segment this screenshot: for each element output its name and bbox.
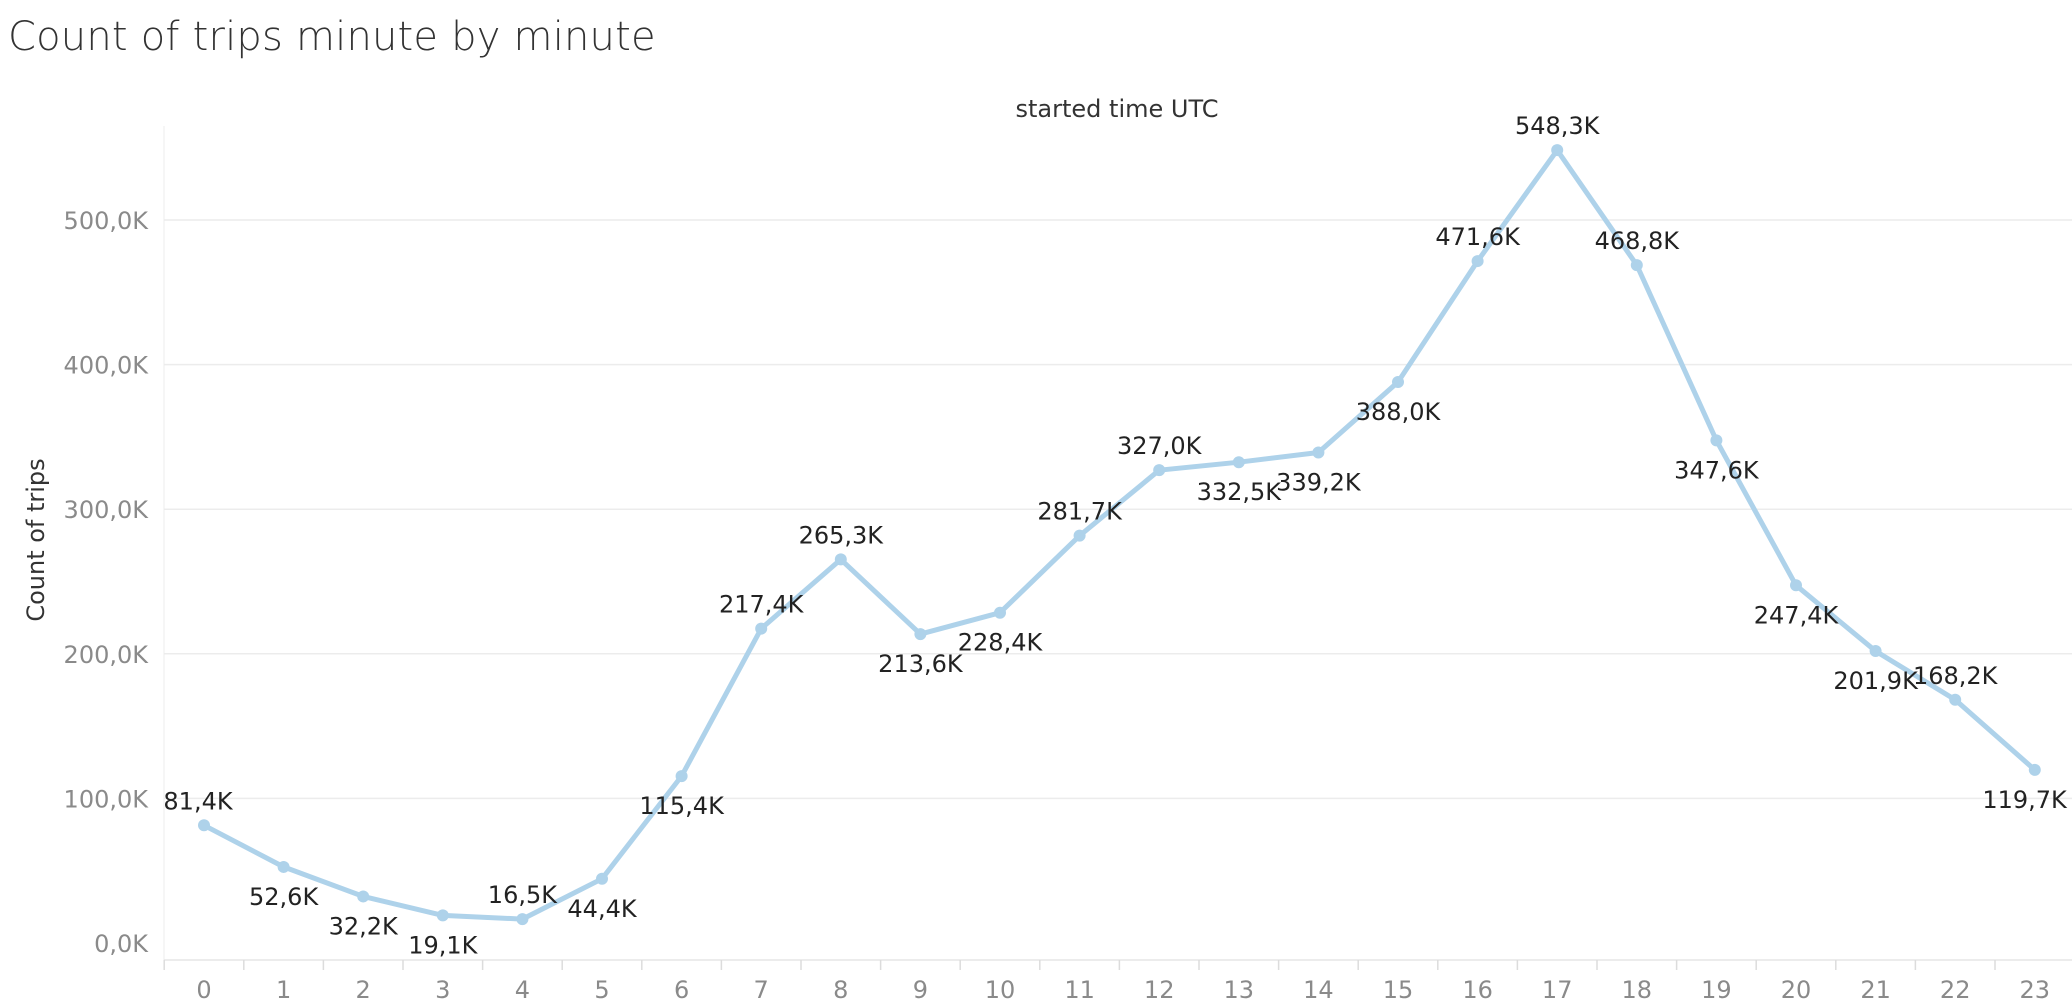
x-tick-label: 22 bbox=[1940, 976, 1971, 1004]
x-tick-label: 11 bbox=[1064, 976, 1095, 1004]
x-tick-label: 10 bbox=[985, 976, 1016, 1004]
data-point bbox=[1471, 255, 1484, 268]
x-tick-label: 15 bbox=[1383, 976, 1414, 1004]
axes: started time UTC Count of trips 0,0K 100,… bbox=[22, 95, 2050, 1004]
data-point bbox=[914, 628, 927, 641]
data-point bbox=[1551, 144, 1564, 157]
x-tick-label: 21 bbox=[1860, 976, 1891, 1004]
data-point bbox=[675, 770, 688, 783]
data-point bbox=[994, 606, 1006, 619]
data-point bbox=[1392, 375, 1404, 388]
data-point bbox=[1312, 446, 1325, 459]
data-labels: 81,4K 52,6K 32,2K 19,1K 16,5K 44,4K 115,4K 217,… bbox=[163, 112, 2068, 959]
x-tick-label: 0 bbox=[196, 976, 211, 1004]
x-tick-label: 13 bbox=[1224, 976, 1255, 1004]
data-point bbox=[198, 819, 210, 832]
chart-title: Count of trips minute by minute bbox=[8, 14, 656, 60]
y-tick-label: 0,0K bbox=[94, 930, 149, 958]
data-point bbox=[755, 622, 768, 635]
data-label: 213,6K bbox=[878, 650, 964, 678]
data-label: 217,4K bbox=[719, 591, 805, 619]
x-tick-label: 8 bbox=[833, 976, 848, 1004]
x-tick-label: 19 bbox=[1701, 976, 1732, 1004]
x-tick-label: 3 bbox=[435, 976, 450, 1004]
data-label: 32,2K bbox=[329, 912, 399, 940]
data-label: 19,1K bbox=[408, 931, 478, 959]
x-tick-label: 1 bbox=[276, 976, 291, 1004]
data-point bbox=[834, 553, 847, 566]
data-label: 247,4K bbox=[1754, 601, 1840, 629]
data-label: 52,6K bbox=[249, 883, 319, 911]
data-point bbox=[1790, 579, 1802, 592]
series-line bbox=[201, 147, 2038, 922]
y-tick-label: 100,0K bbox=[64, 785, 150, 813]
data-point bbox=[2028, 763, 2041, 776]
data-label: 168,2K bbox=[1913, 662, 1999, 690]
y-tick-label: 300,0K bbox=[64, 496, 150, 524]
data-point bbox=[1073, 529, 1086, 542]
data-point bbox=[1949, 693, 1962, 706]
data-label: 265,3K bbox=[799, 521, 885, 549]
data-label: 228,4K bbox=[958, 629, 1044, 657]
data-label: 327,0K bbox=[1117, 432, 1203, 460]
x-tick-label: 2 bbox=[356, 976, 371, 1004]
x-tick-label: 16 bbox=[1462, 976, 1493, 1004]
data-point bbox=[357, 890, 370, 903]
data-point bbox=[1630, 259, 1643, 272]
x-axis-title: started time UTC bbox=[1016, 95, 1219, 123]
x-tick-label: 9 bbox=[913, 976, 928, 1004]
y-tick-label: 200,0K bbox=[64, 641, 150, 669]
x-tick-label: 6 bbox=[674, 976, 689, 1004]
data-label: 471,6K bbox=[1435, 223, 1521, 251]
y-tick-label: 400,0K bbox=[64, 352, 150, 380]
data-point bbox=[1153, 464, 1166, 477]
data-label: 548,3K bbox=[1515, 112, 1601, 140]
x-tick-label: 23 bbox=[2020, 976, 2051, 1004]
x-tick-label: 18 bbox=[1622, 976, 1653, 1004]
data-point bbox=[436, 909, 449, 922]
x-tick-label: 17 bbox=[1542, 976, 1573, 1004]
data-label: 388,0K bbox=[1356, 398, 1442, 426]
data-label: 281,7K bbox=[1037, 498, 1123, 526]
data-point bbox=[1869, 645, 1882, 658]
data-label: 468,8K bbox=[1595, 227, 1681, 255]
data-point bbox=[596, 872, 608, 885]
x-tick-label: 14 bbox=[1303, 976, 1334, 1004]
data-point bbox=[516, 913, 529, 926]
y-tick-label: 500,0K bbox=[64, 207, 150, 235]
data-point bbox=[1232, 456, 1245, 469]
data-label: 332,5K bbox=[1197, 478, 1283, 506]
data-label: 339,2K bbox=[1276, 469, 1362, 497]
data-label: 115,4K bbox=[639, 792, 725, 820]
data-points bbox=[198, 144, 2041, 926]
data-label: 201,9K bbox=[1833, 667, 1919, 695]
y-axis-title: Count of trips bbox=[22, 458, 50, 621]
x-tick-label: 4 bbox=[515, 976, 530, 1004]
data-label: 81,4K bbox=[163, 787, 233, 815]
data-point bbox=[277, 860, 290, 873]
x-tick-label: 12 bbox=[1144, 976, 1175, 1004]
x-tick-label: 20 bbox=[1781, 976, 1812, 1004]
data-label: 347,6K bbox=[1674, 456, 1760, 484]
x-tick-label: 5 bbox=[594, 976, 609, 1004]
gridlines bbox=[163, 126, 2072, 970]
data-label: 44,4K bbox=[567, 895, 637, 923]
data-label: 119,7K bbox=[1982, 786, 2068, 814]
x-tick-label: 7 bbox=[754, 976, 769, 1004]
data-label: 16,5K bbox=[488, 881, 558, 909]
series-line-layer bbox=[201, 147, 2038, 922]
data-point bbox=[1710, 434, 1723, 447]
